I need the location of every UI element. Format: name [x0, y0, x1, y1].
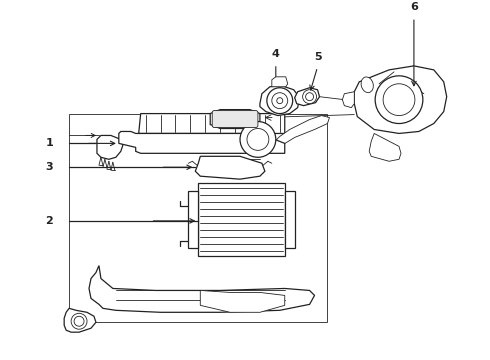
Text: 6: 6 — [410, 2, 418, 12]
Polygon shape — [97, 135, 123, 159]
Polygon shape — [139, 114, 285, 134]
Circle shape — [375, 76, 423, 123]
Polygon shape — [343, 92, 354, 108]
Text: 5: 5 — [314, 52, 321, 62]
Bar — [285, 191, 294, 248]
Polygon shape — [260, 86, 300, 116]
Ellipse shape — [361, 77, 373, 93]
Polygon shape — [119, 131, 285, 153]
Bar — [69, 114, 327, 322]
Text: 1: 1 — [46, 138, 53, 148]
Polygon shape — [196, 156, 265, 179]
Circle shape — [71, 313, 87, 329]
Polygon shape — [89, 266, 315, 312]
Bar — [198, 183, 285, 256]
Circle shape — [303, 90, 317, 104]
Polygon shape — [354, 66, 447, 134]
Circle shape — [240, 122, 276, 157]
Polygon shape — [210, 109, 260, 129]
FancyBboxPatch shape — [212, 111, 258, 127]
Polygon shape — [294, 88, 319, 105]
Circle shape — [267, 88, 293, 114]
Text: 3: 3 — [46, 162, 53, 172]
Polygon shape — [200, 291, 285, 312]
Polygon shape — [369, 134, 401, 161]
Polygon shape — [275, 116, 329, 145]
Polygon shape — [272, 77, 288, 87]
Polygon shape — [64, 308, 96, 332]
Circle shape — [277, 98, 283, 104]
Text: 4: 4 — [272, 49, 280, 59]
Text: 2: 2 — [46, 216, 53, 226]
Bar — [188, 191, 198, 248]
